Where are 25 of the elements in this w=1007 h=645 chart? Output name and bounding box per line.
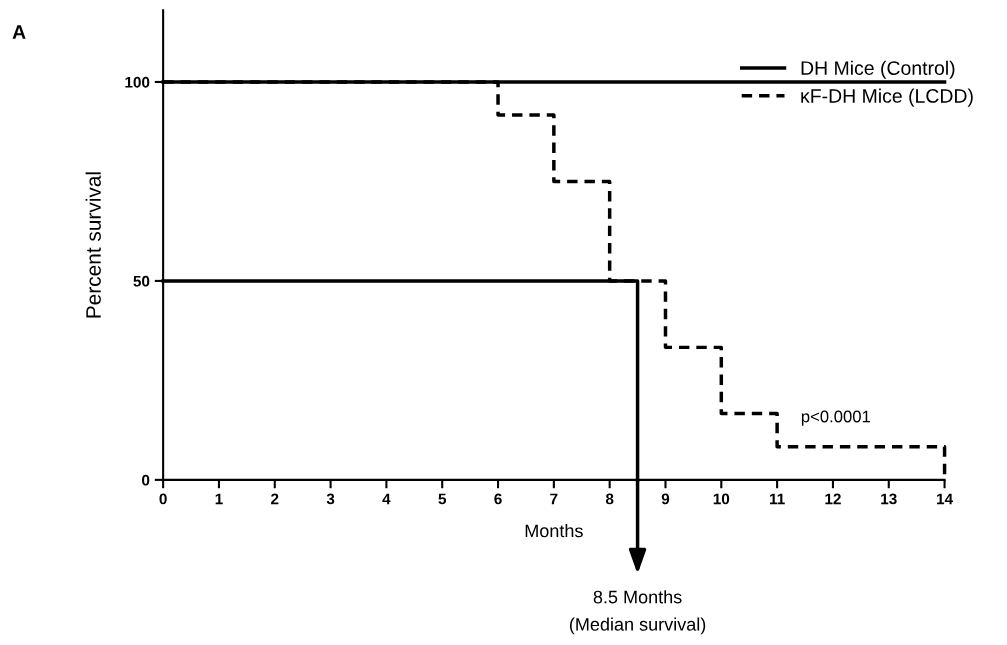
y-tick-label: 50	[133, 275, 150, 287]
x-tick-label: 9	[661, 493, 670, 505]
x-tick-label: 8	[605, 493, 614, 505]
y-axis-title: Percent survival	[85, 172, 101, 318]
x-tick-label: 0	[159, 493, 167, 505]
x-tick-label: 6	[494, 493, 502, 505]
x-tick-label: 11	[770, 493, 785, 505]
text: A	[12, 25, 26, 39]
annotation: p<0.0001	[801, 410, 870, 426]
x-tick-label: 10	[713, 493, 730, 505]
x-tick-label: 14	[937, 493, 953, 505]
x-tick-label: 7	[550, 493, 558, 505]
x-axis-title: Months	[525, 523, 583, 538]
x-tick-label: 12	[825, 493, 841, 505]
legend-label: κF-DH Mice (LCDD)	[801, 88, 973, 107]
y-tick-label: 0	[142, 474, 150, 486]
text: 8.5 Months (Median survival)	[569, 590, 706, 635]
x-tick-label: 4	[382, 493, 391, 505]
x-tick-label: 5	[438, 493, 447, 505]
y-tick-label: 100	[125, 76, 150, 88]
x-tick-label: 1	[215, 493, 223, 505]
x-tick-label: 3	[326, 493, 335, 505]
x-tick-label: 2	[271, 493, 279, 505]
x-tick-label: 13	[881, 493, 897, 505]
legend-label: DH Mice (Control)	[801, 60, 955, 79]
